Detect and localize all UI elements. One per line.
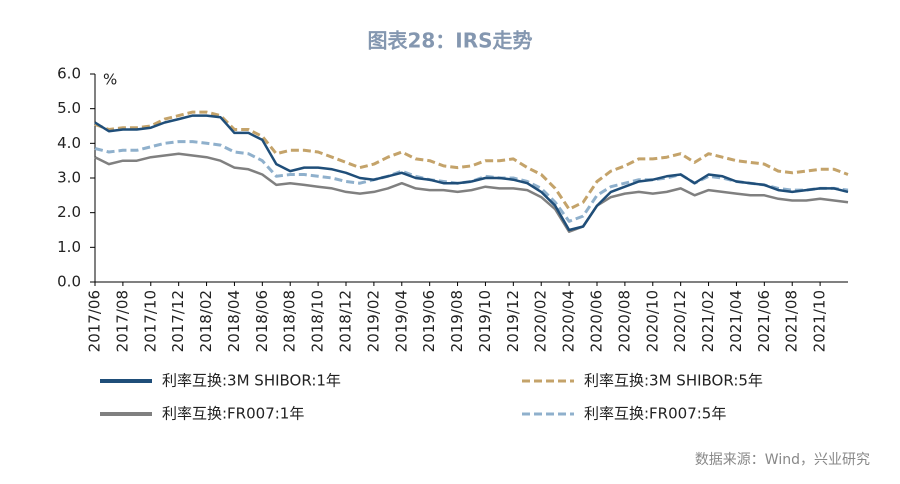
x-tick-label: 2018/12 bbox=[337, 290, 355, 352]
y-tick-label: 1.0 bbox=[57, 238, 81, 256]
y-tick-label: 0.0 bbox=[57, 273, 81, 291]
x-tick-label: 2019/04 bbox=[392, 290, 410, 352]
legend-label: 利率互换:3M SHIBOR:5年 bbox=[584, 372, 763, 390]
y-unit: % bbox=[103, 71, 117, 89]
x-tick-label: 2019/06 bbox=[420, 290, 438, 352]
y-tick-label: 6.0 bbox=[57, 65, 81, 83]
x-tick-label: 2021/04 bbox=[727, 290, 745, 352]
x-tick-label: 2018/02 bbox=[197, 290, 215, 352]
x-tick-label: 2020/02 bbox=[532, 290, 550, 352]
x-tick-label: 2020/04 bbox=[560, 290, 578, 352]
y-tick-label: 2.0 bbox=[57, 203, 81, 221]
x-tick-label: 2021/06 bbox=[755, 290, 773, 352]
x-tick-label: 2021/10 bbox=[811, 290, 829, 352]
y-tick-label: 3.0 bbox=[57, 169, 81, 187]
line-series bbox=[94, 110, 849, 211]
x-tick-label: 2020/12 bbox=[671, 290, 689, 352]
x-tick-label: 2019/10 bbox=[476, 290, 494, 352]
x-tick-label: 2018/08 bbox=[281, 290, 299, 352]
x-tick-label: 2020/08 bbox=[615, 290, 633, 352]
chart-title: 图表28：IRS走势 bbox=[367, 29, 532, 53]
y-tick-label: 5.0 bbox=[57, 99, 81, 117]
line-series bbox=[94, 140, 849, 223]
y-tick-label: 4.0 bbox=[57, 134, 81, 152]
x-tick-label: 2018/04 bbox=[225, 290, 243, 352]
x-tick-label: 2019/08 bbox=[448, 290, 466, 352]
x-tick-label: 2020/10 bbox=[643, 290, 661, 352]
line-series bbox=[94, 152, 849, 233]
line-series bbox=[94, 114, 849, 232]
x-tick-label: 2018/06 bbox=[253, 290, 271, 352]
source: 数据来源：Wind，兴业研究 bbox=[695, 452, 870, 468]
x-tick-label: 2017/10 bbox=[141, 290, 159, 352]
x-tick-label: 2017/12 bbox=[169, 290, 187, 352]
x-tick-label: 2020/06 bbox=[588, 290, 606, 352]
x-tick-label: 2017/06 bbox=[86, 290, 104, 352]
x-tick-label: 2021/08 bbox=[783, 290, 801, 352]
legend-label: 利率互换:FR007:1年 bbox=[162, 405, 304, 423]
x-tick-label: 2019/12 bbox=[504, 290, 522, 352]
x-tick-label: 2018/10 bbox=[309, 290, 327, 352]
legend-label: 利率互换:FR007:5年 bbox=[584, 405, 726, 423]
x-tick-label: 2017/08 bbox=[113, 290, 131, 352]
legend-label: 利率互换:3M SHIBOR:1年 bbox=[162, 372, 341, 390]
x-tick-label: 2019/02 bbox=[364, 290, 382, 352]
x-tick-label: 2021/02 bbox=[699, 290, 717, 352]
